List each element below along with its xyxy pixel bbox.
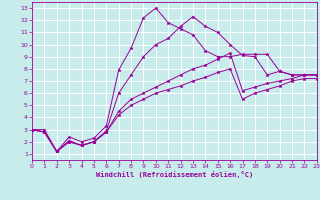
X-axis label: Windchill (Refroidissement éolien,°C): Windchill (Refroidissement éolien,°C) bbox=[96, 171, 253, 178]
